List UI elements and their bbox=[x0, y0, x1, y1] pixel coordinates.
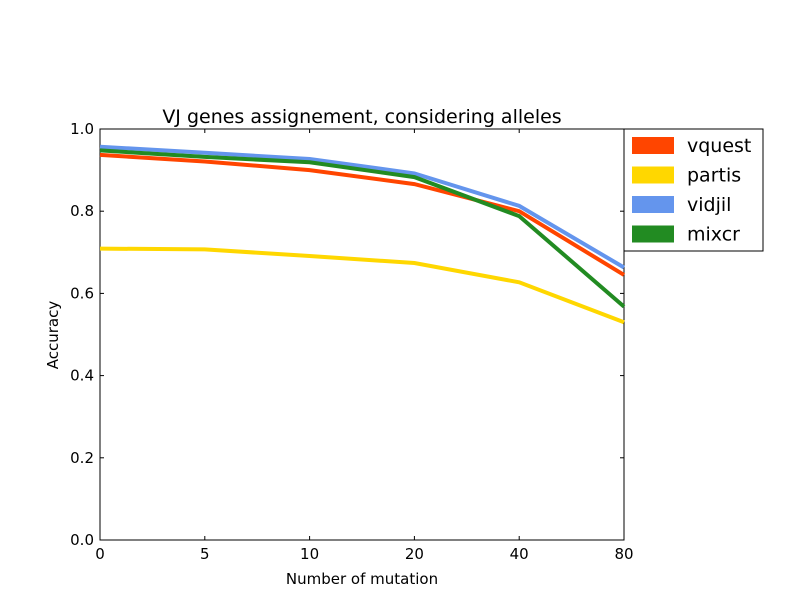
x-tick-label: 80 bbox=[614, 545, 633, 563]
legend-swatch-vquest bbox=[632, 137, 674, 154]
axes-frame bbox=[99, 128, 625, 541]
series-line-mixcr bbox=[99, 148, 626, 309]
legend-swatch-mixcr bbox=[632, 225, 674, 243]
y-tick-label: 1.0 bbox=[70, 120, 94, 138]
series-line-partis bbox=[99, 246, 625, 325]
x-tick-label: 40 bbox=[510, 545, 529, 563]
x-axis-label: Number of mutation bbox=[286, 570, 438, 588]
x-tick-label: 10 bbox=[300, 545, 319, 563]
y-tick-label: 0.8 bbox=[70, 202, 94, 220]
x-tick-label: 20 bbox=[405, 545, 424, 563]
x-tick-label: 0 bbox=[95, 545, 105, 563]
legend-label-vquest: vquest bbox=[687, 135, 751, 157]
legend-swatch-vidjil bbox=[632, 196, 674, 213]
y-axis-label: Accuracy bbox=[44, 301, 62, 370]
y-tick-label: 0.0 bbox=[70, 531, 94, 549]
x-tick-label: 5 bbox=[200, 545, 210, 563]
y-tick-label: 0.6 bbox=[70, 284, 94, 302]
y-tick-label: 0.2 bbox=[70, 449, 94, 467]
y-tick-label: 0.4 bbox=[70, 367, 94, 385]
legend-label-vidjil: vidjil bbox=[687, 194, 731, 216]
ticks-layer: 0 5 10 20 40 80 0.0 0.2 0.4 0.6 0.8 1.0 bbox=[70, 120, 633, 563]
legend: vquest partis vidjil mixcr bbox=[623, 128, 764, 252]
legend-items: vquest partis vidjil mixcr bbox=[632, 135, 751, 246]
plot-area: 0 5 10 20 40 80 0.0 0.2 0.4 0.6 0.8 1.0 bbox=[70, 120, 633, 563]
legend-label-mixcr: mixcr bbox=[687, 224, 740, 246]
series-line-vidjil bbox=[99, 144, 626, 270]
series-line-vquest bbox=[99, 152, 626, 277]
legend-label-partis: partis bbox=[687, 165, 741, 187]
chart-title: VJ genes assignement, considering allele… bbox=[162, 106, 561, 128]
legend-swatch-partis bbox=[632, 166, 674, 184]
series-layer bbox=[99, 144, 626, 325]
